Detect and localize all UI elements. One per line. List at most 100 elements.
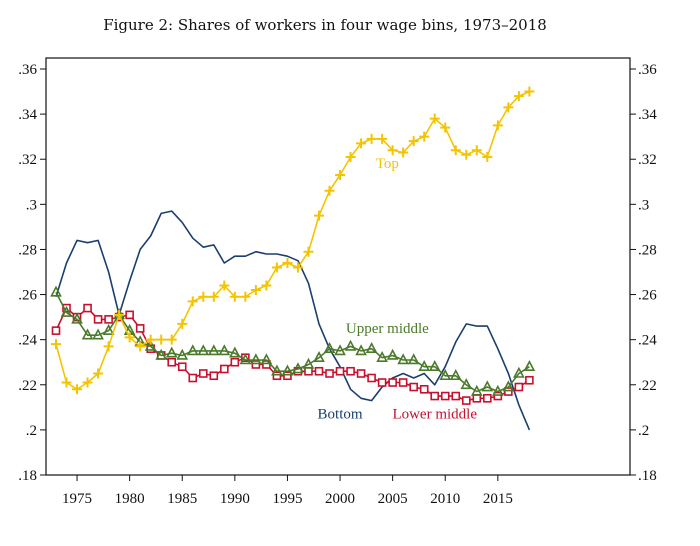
data-point-top (324, 185, 335, 196)
y-tick-label-left: .32 (18, 152, 37, 168)
plot-frame (45, 57, 631, 476)
data-point-lower-middle (504, 387, 513, 396)
y-tick-label-right: .2 (638, 423, 649, 439)
x-tick-label: 2015 (483, 491, 513, 507)
data-point-top (356, 138, 367, 149)
x-tick-label: 2005 (378, 491, 408, 507)
data-point-lower-middle (314, 366, 324, 376)
data-point-lower-middle (346, 366, 355, 376)
data-point-top (503, 102, 514, 113)
data-point-upper-middle (250, 353, 262, 365)
x-axis: 1975 1980 1985 1990 1995 2000 2005 2010 2015 (62, 475, 513, 507)
data-point-upper-middle (155, 348, 168, 360)
data-point-lower-middle (525, 375, 534, 385)
y-tick-label-right: .34 (638, 107, 657, 123)
data-point-top (219, 280, 230, 291)
data-point-upper-middle (271, 364, 283, 376)
data-point-upper-middle (428, 360, 441, 372)
data-point-upper-middle (302, 357, 315, 369)
data-point-lower-middle (461, 396, 471, 405)
data-point-top (166, 334, 177, 345)
data-point-top (240, 291, 251, 302)
data-point-upper-middle (71, 312, 83, 324)
data-point-top (187, 296, 198, 307)
data-point-upper-middle (313, 351, 325, 363)
data-point-top (398, 147, 409, 158)
data-point-lower-middle (514, 382, 524, 392)
data-point-lower-middle (398, 378, 408, 387)
data-point-lower-middle (272, 371, 282, 381)
data-point-lower-middle (367, 373, 376, 383)
y-tick-label-left: .28 (18, 242, 37, 258)
data-point-upper-middle (386, 348, 399, 360)
data-point-top (177, 318, 188, 329)
data-point-top (145, 334, 156, 345)
data-point-top (124, 332, 135, 343)
y-tick-label-left: .36 (18, 62, 37, 78)
data-point-top (366, 133, 377, 144)
data-point-top (292, 262, 303, 273)
x-tick-label: 1990 (220, 491, 250, 507)
right-y-axis: .18 .2 .22 .24 .26 .28 .3 .32 .34 .36 (630, 62, 657, 484)
data-point-upper-middle (523, 360, 536, 372)
data-point-lower-middle (409, 382, 418, 392)
data-point-upper-middle (197, 344, 210, 356)
data-point-top (419, 131, 430, 142)
y-tick-label-left: .2 (26, 423, 37, 439)
data-point-upper-middle (449, 369, 462, 381)
series-line-lower-middle (55, 307, 530, 402)
series-bottom (55, 210, 531, 431)
data-point-top (261, 280, 272, 291)
data-point-top (471, 145, 482, 156)
data-point-top (271, 262, 282, 273)
data-point-upper-middle (207, 344, 220, 356)
data-point-upper-middle (186, 344, 199, 356)
series-line-upper-middle (55, 291, 530, 393)
y-tick-label-left: .22 (18, 378, 37, 394)
data-point-top (377, 133, 388, 144)
data-point-upper-middle (102, 323, 115, 335)
x-tick-label: 1995 (272, 491, 302, 507)
data-point-upper-middle (144, 339, 157, 351)
data-point-upper-middle (60, 305, 73, 317)
data-point-upper-middle (323, 341, 336, 353)
data-point-top (440, 122, 451, 133)
data-point-lower-middle (283, 371, 292, 381)
y-tick-label-left: .34 (18, 107, 37, 123)
data-point-top (335, 170, 346, 181)
data-point-upper-middle (176, 348, 189, 360)
data-point-top (345, 151, 356, 162)
data-point-lower-middle (304, 366, 313, 376)
data-point-upper-middle (292, 362, 304, 374)
series-label-top: Top (376, 156, 399, 172)
data-point-upper-middle (92, 328, 104, 340)
y-tick-label-left: .24 (18, 333, 37, 349)
data-point-lower-middle (483, 394, 492, 403)
y-tick-label-right: .24 (638, 333, 657, 349)
data-point-upper-middle (334, 344, 346, 356)
data-point-top (114, 309, 125, 320)
data-point-upper-middle (376, 351, 388, 363)
series-label-bottom: Bottom (318, 407, 363, 423)
series-label-upper-middle: Upper middle (346, 321, 429, 337)
data-point-top (198, 291, 209, 302)
y-tick-label-left: .18 (18, 468, 37, 484)
data-point-upper-middle (218, 344, 231, 356)
data-point-lower-middle (188, 373, 198, 383)
data-point-upper-middle (365, 341, 378, 353)
data-point-top (250, 285, 261, 296)
series-line-bottom (55, 210, 531, 431)
x-tick-label: 1975 (62, 491, 92, 507)
x-tick-label: 2010 (430, 491, 460, 507)
x-tick-label: 2000 (325, 491, 355, 507)
left-y-axis: .18 .2 .22 .24 .26 .28 .3 .32 .34 .36 (18, 62, 46, 484)
data-point-lower-middle (493, 391, 503, 401)
data-point-lower-middle (230, 357, 240, 367)
data-point-lower-middle (51, 326, 61, 335)
y-tick-label-left: .26 (18, 288, 37, 304)
data-point-upper-middle (481, 380, 494, 392)
data-point-top (135, 341, 146, 352)
y-tick-label-right: .36 (638, 62, 657, 78)
data-point-lower-middle (251, 360, 261, 369)
